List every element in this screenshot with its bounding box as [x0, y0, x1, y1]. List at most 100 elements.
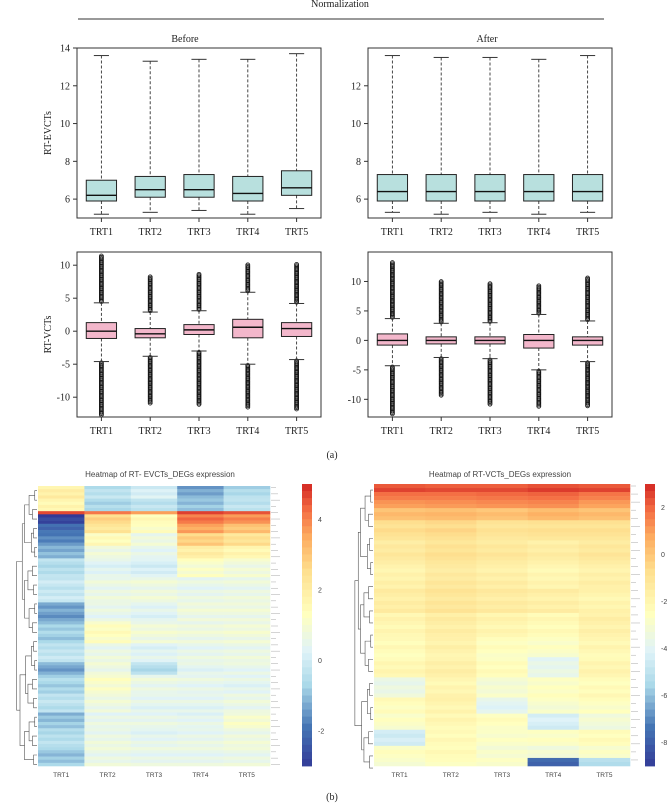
heatmap-cell	[38, 548, 85, 553]
heatmap-cell	[84, 602, 132, 606]
heatmap-cell	[476, 721, 528, 727]
heatmap-cell	[374, 524, 426, 529]
heatmap-cell	[425, 516, 477, 521]
heatmap-cell	[476, 705, 528, 710]
colorbar-segment	[302, 575, 312, 584]
heatmap-cell	[425, 552, 477, 557]
heatmap-cell	[476, 693, 528, 698]
heatmap-cell	[578, 637, 631, 642]
heatmap-cell	[223, 671, 271, 676]
heatmap-cell	[130, 486, 178, 490]
colorbar-segment	[645, 519, 655, 527]
heatmap-cell	[527, 749, 580, 755]
heatmap-cell	[38, 580, 85, 584]
x-tick-label-trt2: TRT2	[139, 426, 162, 437]
boxplot-evct-before: 6 8 10 12 14 RT-EVCTs TRT1 TRT2 TRT3 TRT4 TRT5	[43, 44, 322, 238]
heatmap-cell	[84, 545, 132, 550]
heatmap-cell	[527, 657, 580, 662]
heatmap-cell	[38, 586, 85, 591]
heatmap-cell	[84, 530, 132, 534]
heatmap-cell	[476, 657, 528, 662]
heatmap-cell	[374, 721, 426, 727]
heatmap-cell	[84, 567, 132, 572]
box-trt2	[425, 174, 457, 202]
heatmap-cell	[223, 492, 271, 496]
heatmap-cell	[38, 605, 85, 609]
dendrogram-branch	[33, 754, 37, 765]
heatmap-cell	[374, 637, 426, 642]
heatmap-cell	[425, 612, 477, 618]
heatmap-cell	[374, 584, 426, 590]
heatmap-cell	[177, 715, 224, 720]
x-tick-label-trt3: TRT3	[187, 426, 210, 437]
heatmap-cell	[130, 567, 178, 572]
heatmap-cell	[578, 496, 631, 501]
heatmap-cell	[84, 504, 132, 509]
heatmap-cell	[84, 630, 132, 635]
heatmap-cell	[223, 640, 271, 644]
heatmap-cell	[130, 561, 178, 565]
heatmap-cell	[374, 729, 426, 735]
colorbar-segment	[645, 660, 655, 668]
colorbar-segment	[302, 589, 312, 598]
heatmap-cell	[38, 715, 85, 720]
heatmap-cell	[374, 592, 426, 598]
heatmap-cell	[130, 577, 178, 581]
outlier-point	[487, 401, 493, 407]
heatmap-cell	[223, 508, 271, 512]
outlier-point	[438, 392, 444, 398]
heatmap-cell	[578, 661, 631, 666]
heatmap-cell	[476, 625, 528, 630]
heatmap-cell	[130, 665, 178, 669]
heatmap-cell	[130, 570, 178, 575]
heatmap-cell	[130, 533, 178, 537]
heatmap-cell	[38, 495, 85, 499]
heatmap-cell	[38, 624, 85, 628]
heatmap-cell	[476, 580, 528, 586]
dendrogram-branch	[28, 495, 35, 515]
heatmap-cell	[527, 725, 580, 731]
y-tick-label: 8	[356, 157, 361, 168]
heatmap-cell	[130, 539, 178, 543]
heatmap-cell	[38, 530, 85, 534]
heatmap-cell	[84, 731, 132, 735]
heatmap-cell	[130, 731, 178, 735]
heatmap-cell	[374, 508, 426, 513]
y-tick-label: -5	[353, 365, 361, 376]
heatmap-cell	[223, 762, 271, 767]
heatmap-cell	[527, 649, 580, 654]
heatmap-cell	[177, 586, 224, 591]
colorbar-tick-label: -8	[661, 740, 667, 747]
heatmap-cell	[578, 548, 631, 553]
heatmap-cell	[527, 488, 580, 493]
heatmap-cell	[578, 540, 631, 545]
heatmap-cell	[223, 721, 271, 726]
colorbar-segment	[302, 625, 312, 633]
heatmap-cell	[130, 596, 178, 600]
heatmap-cell	[374, 608, 426, 614]
heatmap-cell	[527, 721, 580, 727]
heatmap-cell	[177, 495, 224, 499]
heatmap-cell	[425, 568, 477, 573]
heatmap-cell	[177, 611, 224, 616]
heatmap-cell	[223, 536, 271, 540]
heatmap-cell	[38, 526, 85, 531]
dendrogram-branch	[33, 528, 37, 539]
heatmap-cell	[578, 488, 631, 493]
heatmap-cell	[425, 600, 477, 606]
heatmap-cell	[38, 655, 85, 660]
heatmap-cell	[425, 544, 477, 549]
x-tick-label-trt1: TRT1	[90, 426, 113, 437]
heatmap-cell	[425, 697, 477, 702]
heatmap-cell	[476, 629, 528, 634]
y-tick-label: 6	[65, 195, 70, 206]
x-tick-label-trt1: TRT1	[90, 227, 113, 238]
heatmap-cell	[38, 564, 85, 569]
heatmap-cell	[223, 498, 271, 503]
heatmap-cell	[177, 659, 224, 663]
heatmap-cell	[84, 558, 132, 562]
heatmap-cell	[527, 600, 580, 606]
heatmap-cell	[84, 486, 132, 490]
colorbar-segment	[302, 533, 312, 541]
heatmap-cell	[130, 655, 178, 660]
